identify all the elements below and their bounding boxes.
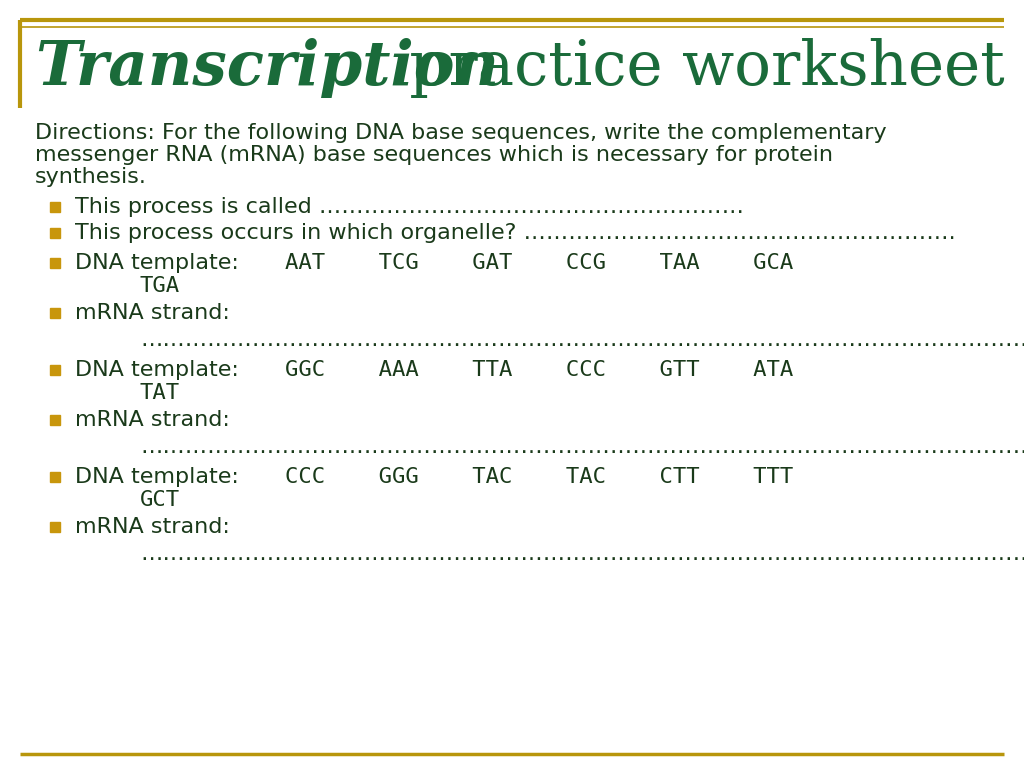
- Text: messenger RNA (mRNA) base sequences which is necessary for protein: messenger RNA (mRNA) base sequences whic…: [35, 145, 833, 165]
- Text: mRNA strand:: mRNA strand:: [75, 410, 229, 430]
- Text: Directions: For the following DNA base sequences, write the complementary: Directions: For the following DNA base s…: [35, 123, 887, 143]
- Text: AAT    TCG    GAT    CCG    TAA    GCA: AAT TCG GAT CCG TAA GCA: [285, 253, 794, 273]
- Text: practice worksheet: practice worksheet: [390, 38, 1005, 98]
- Text: Transcription: Transcription: [35, 38, 499, 98]
- Text: GCT: GCT: [140, 490, 180, 510]
- Text: mRNA strand:: mRNA strand:: [75, 303, 229, 323]
- Text: synthesis.: synthesis.: [35, 167, 146, 187]
- Text: This process occurs in which organelle? ………………………………………………….: This process occurs in which organelle? …: [75, 223, 955, 243]
- Text: CCC    GGG    TAC    TAC    CTT    TTT: CCC GGG TAC TAC CTT TTT: [285, 467, 794, 487]
- Text: DNA template:: DNA template:: [75, 467, 239, 487]
- Text: TAT: TAT: [140, 383, 180, 403]
- Text: DNA template:: DNA template:: [75, 360, 239, 380]
- Text: ………………………………………………………………………………………………………………….: ……………………………………………………………………………………………………………: [140, 544, 1024, 564]
- Text: DNA template:: DNA template:: [75, 253, 239, 273]
- Text: TGA: TGA: [140, 276, 180, 296]
- Text: This process is called …………………………………………………: This process is called ………………………………………………: [75, 197, 744, 217]
- Text: GGC    AAA    TTA    CCC    GTT    ATA: GGC AAA TTA CCC GTT ATA: [285, 360, 794, 380]
- Text: mRNA strand:: mRNA strand:: [75, 517, 229, 537]
- Text: ………………………………………………………………………………………………………………….: ……………………………………………………………………………………………………………: [140, 330, 1024, 350]
- Text: ………………………………………………………………………………………………………………….: ……………………………………………………………………………………………………………: [140, 437, 1024, 457]
